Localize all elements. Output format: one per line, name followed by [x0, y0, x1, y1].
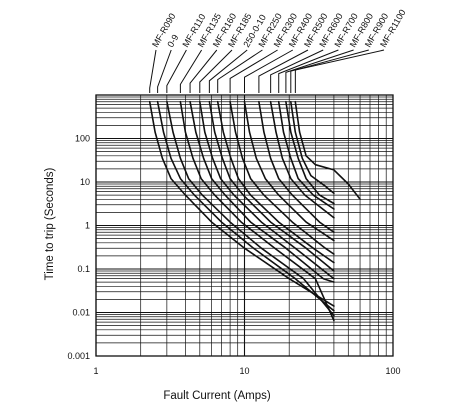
series-line: [269, 100, 335, 219]
series-line: [148, 100, 335, 307]
leader-line: [229, 49, 278, 93]
series-line: [156, 100, 335, 312]
x-axis-title: Fault Current (Amps): [163, 390, 271, 402]
leader-line: [270, 49, 324, 93]
y-axis-title: Time to trip (Seconds): [44, 167, 56, 280]
leader-line: [258, 49, 309, 93]
leader-line: [278, 49, 339, 93]
plot-frame: [95, 94, 394, 357]
y-tick-label: 0.1: [77, 264, 90, 274]
leader-line: [179, 49, 203, 93]
leader-line: [149, 49, 157, 93]
leader-line: [189, 49, 218, 93]
series-line: [277, 100, 335, 210]
x-tick-label: 100: [385, 366, 400, 376]
series-line: [189, 100, 335, 283]
leader-line: [244, 49, 294, 93]
grid-layer: [95, 94, 394, 357]
leader-line: [208, 49, 248, 93]
y-tick-label: 10: [80, 177, 90, 187]
leader-line: [285, 49, 354, 93]
series-line: [243, 100, 335, 242]
leader-line: [290, 49, 369, 93]
x-tick-label: 1: [93, 366, 98, 376]
y-tick-label: 0.01: [72, 308, 90, 318]
series-line: [290, 100, 335, 195]
leader-line: [217, 49, 263, 93]
series-line: [199, 100, 335, 280]
y-tick-label: 0.001: [67, 351, 90, 361]
series-line: [216, 100, 335, 264]
leader-line: [166, 49, 187, 93]
y-tick-label: 100: [75, 134, 90, 144]
series-label: 0-9: [165, 33, 180, 49]
leader-line: [294, 49, 385, 93]
leader-line: [157, 49, 172, 93]
series-line: [208, 100, 335, 272]
y-tick-label: 1: [85, 221, 90, 231]
leader-line: [199, 49, 233, 93]
tick-layer: 1 10 100 0.001 0.01 0.1 1 10 100: [67, 134, 400, 377]
series-line: [285, 100, 335, 205]
x-tick-label: 10: [239, 366, 249, 376]
series-line: [166, 100, 335, 317]
series-line: [179, 100, 335, 322]
series-line: [258, 100, 335, 233]
series-line: [229, 100, 335, 255]
series-line: [294, 100, 361, 201]
series-layer: [148, 100, 361, 322]
